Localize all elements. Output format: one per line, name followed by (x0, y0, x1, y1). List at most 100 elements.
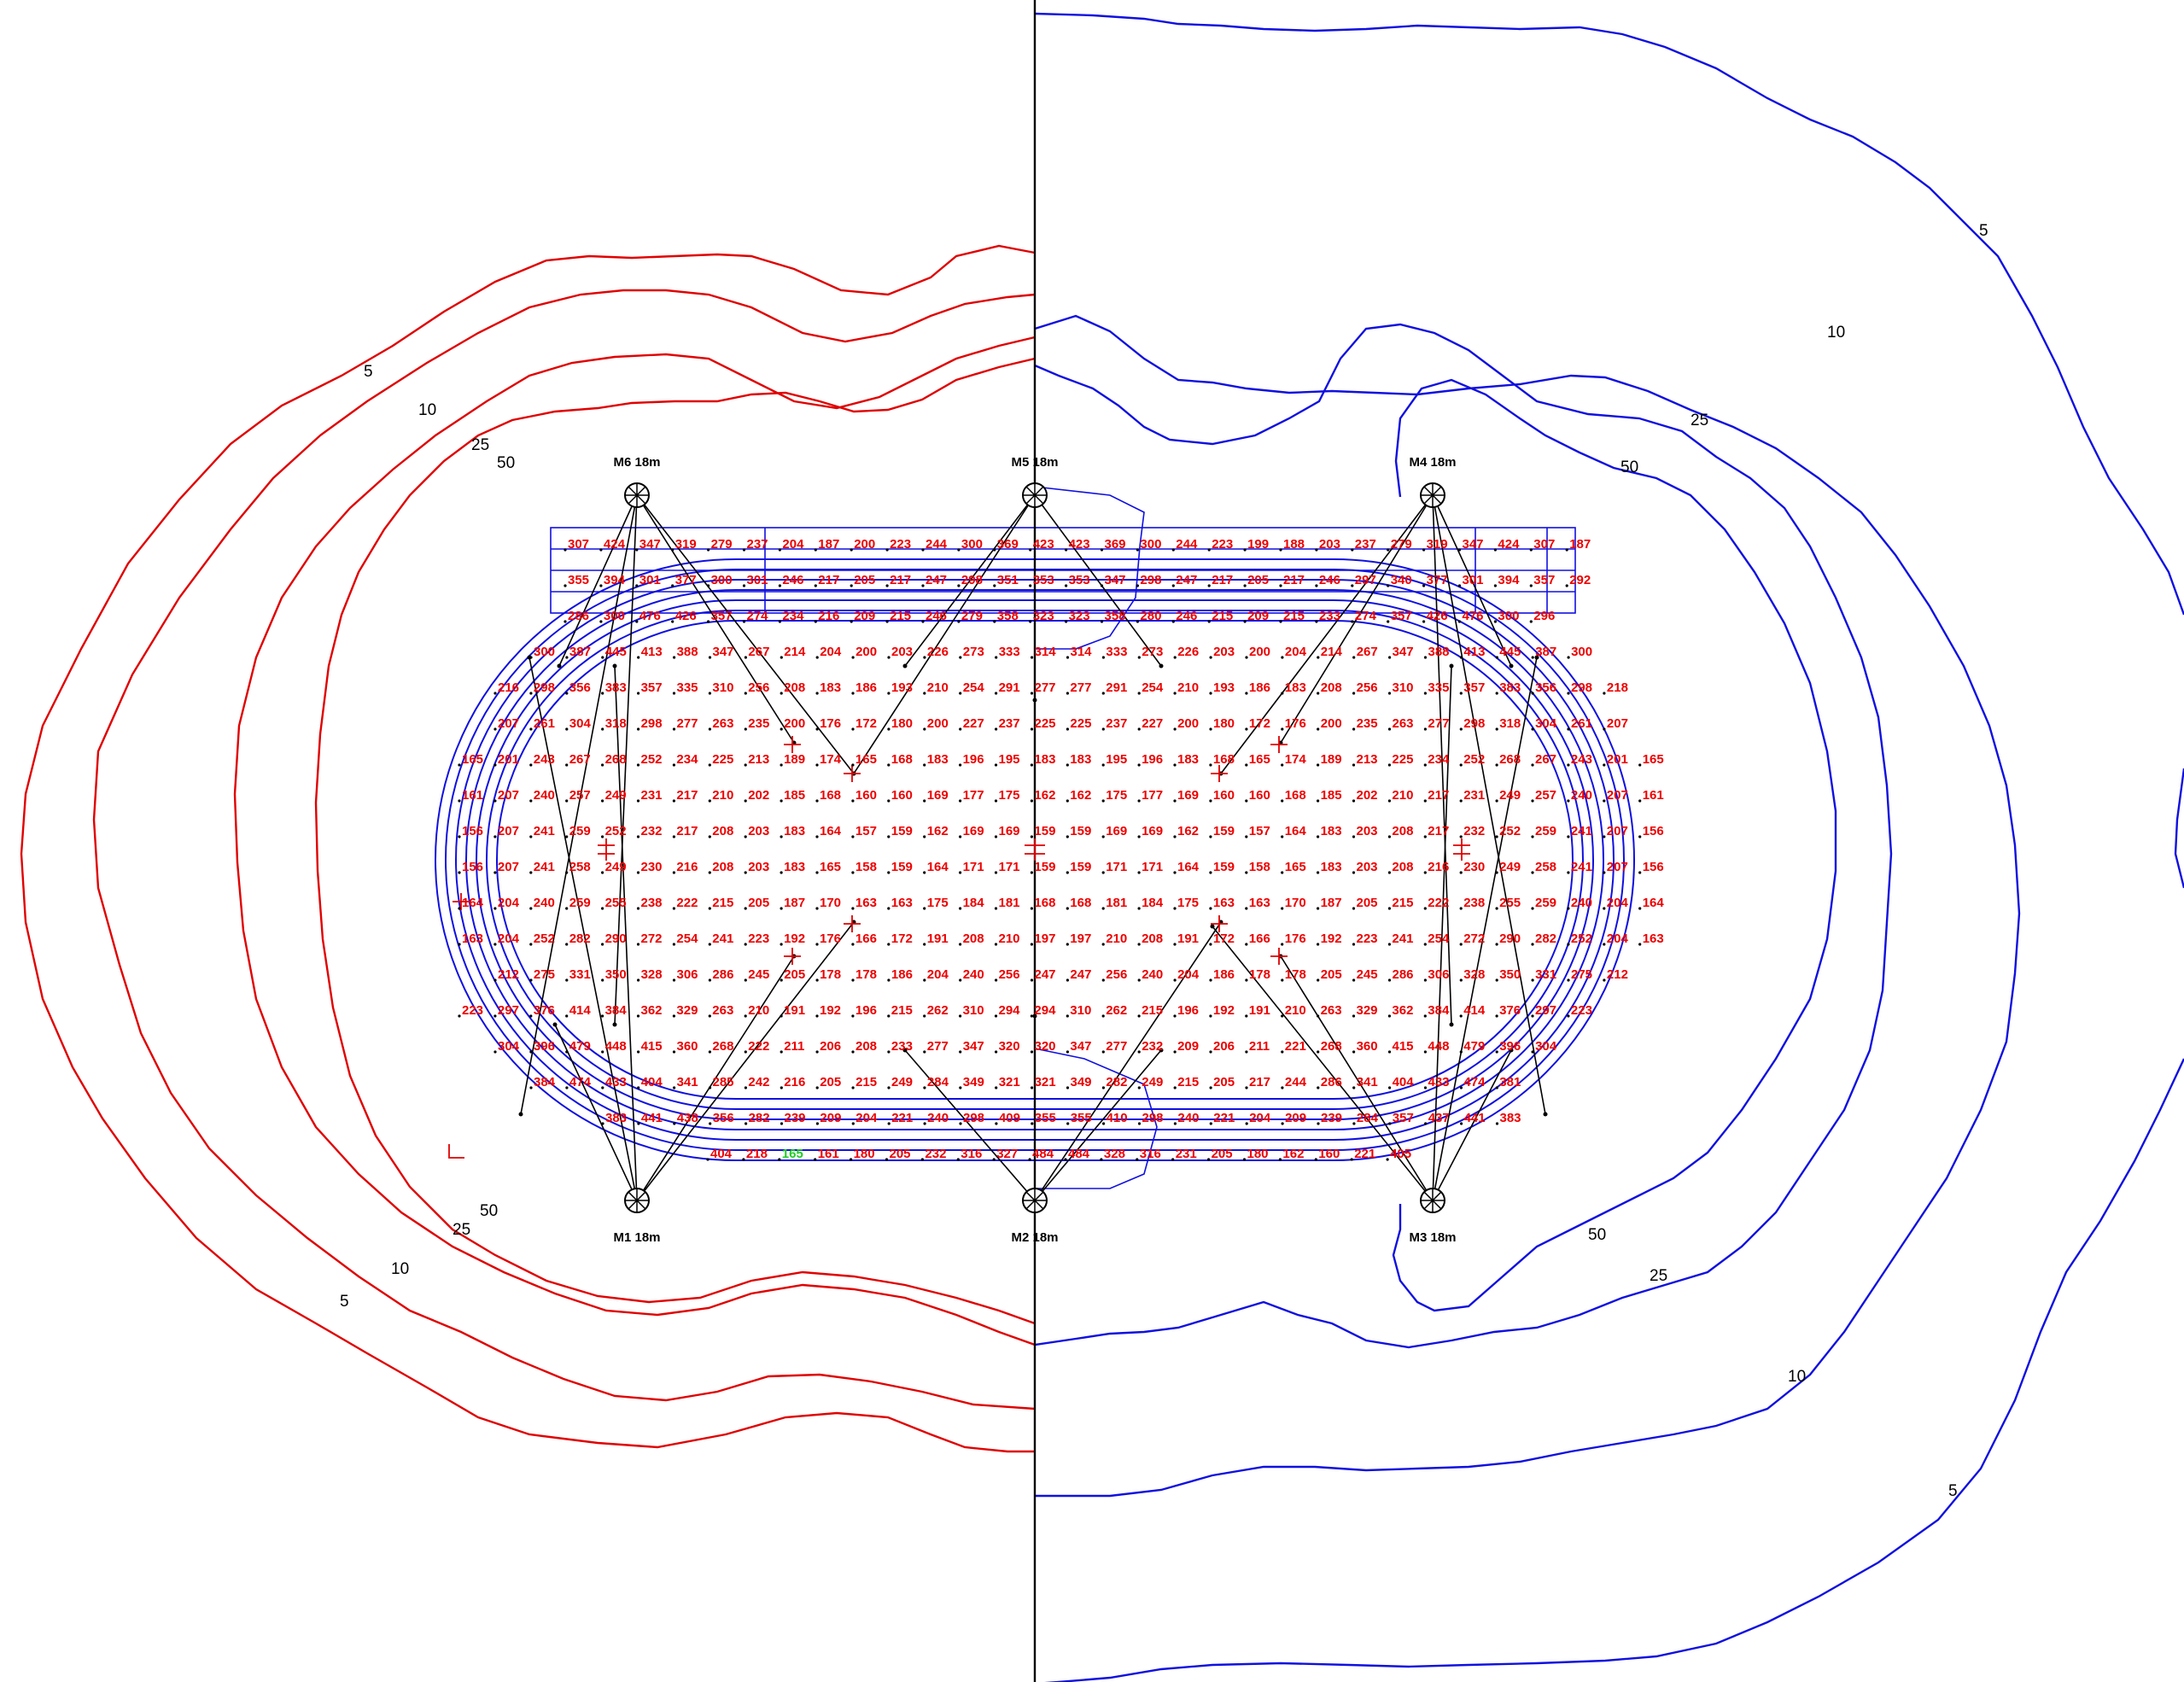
measure-point (529, 799, 533, 803)
illuminance-value: 195 (1106, 752, 1127, 767)
measure-point (601, 692, 604, 695)
measure-point (1567, 692, 1570, 695)
measure-point (565, 1050, 569, 1054)
illuminance-value: 259 (569, 896, 591, 910)
measure-point (744, 727, 747, 731)
illuminance-value: 272 (641, 932, 663, 946)
measure-point (672, 799, 676, 803)
measure-point (1423, 727, 1427, 731)
measure-point (493, 799, 497, 803)
illuminance-value: 156 (462, 860, 483, 874)
aiming-ray (636, 494, 855, 774)
aiming-ray (520, 494, 638, 1115)
measure-point (601, 907, 604, 910)
measure-point (1136, 620, 1139, 623)
illuminance-value: 249 (891, 1075, 913, 1089)
illuminance-value: 205 (854, 573, 875, 587)
illuminance-value: 178 (820, 967, 841, 982)
illuminance-value: 160 (855, 788, 877, 803)
measure-point (529, 871, 533, 874)
illuminance-value: 369 (997, 537, 1019, 552)
mast-m2: M2 18m (1011, 1188, 1059, 1245)
measure-point (887, 692, 891, 695)
measure-point (959, 907, 962, 910)
aiming-ray (1034, 921, 1222, 1201)
aiming-point (1159, 663, 1164, 669)
measure-point (1567, 1014, 1570, 1018)
illuminance-value: 263 (712, 1003, 733, 1018)
illuminance-value: 298 (961, 573, 983, 587)
illuminance-value: 208 (1392, 860, 1413, 874)
measure-point (993, 620, 996, 623)
measure-point (1245, 943, 1248, 946)
illuminance-value: 438 (677, 1111, 698, 1125)
measure-point (923, 1050, 926, 1054)
measure-point (1495, 1122, 1499, 1125)
isoline-right-5-edge (2174, 768, 2184, 889)
illuminance-value: 180 (1213, 716, 1235, 731)
illuminance-value: 204 (1607, 932, 1629, 946)
measure-point (637, 1050, 640, 1054)
measure-point (707, 584, 710, 587)
illuminance-value: 205 (1321, 967, 1342, 982)
illuminance-value: 257 (1535, 788, 1556, 803)
aiming-ray (904, 494, 1036, 667)
measure-point (708, 978, 712, 982)
illuminance-value: 240 (963, 967, 984, 982)
measure-point (529, 692, 533, 695)
measure-point (1209, 763, 1212, 767)
illuminance-value: 474 (569, 1075, 592, 1089)
illuminance-value: 394 (604, 573, 626, 587)
illuminance-value: 168 (1070, 896, 1091, 910)
aiming-ray (1432, 1049, 1512, 1201)
illuminance-value: 204 (927, 967, 949, 982)
isoline-right-25 (1034, 323, 1893, 1349)
measure-point (1137, 978, 1141, 982)
illuminance-value: 240 (1571, 896, 1592, 910)
measure-point (885, 584, 889, 587)
measure-point (636, 907, 640, 910)
measure-point (1352, 1050, 1356, 1054)
illuminance-value: 291 (1106, 680, 1127, 695)
illuminance-value: 196 (1177, 1003, 1199, 1018)
illuminance-value: 176 (820, 932, 841, 946)
measure-point (887, 943, 891, 946)
measure-point (1638, 763, 1642, 767)
illuminance-value: 200 (1177, 716, 1199, 731)
illuminance-value: 214 (1321, 645, 1343, 659)
illuminance-value: 433 (605, 1075, 627, 1089)
illuminance-value: 163 (1643, 932, 1664, 946)
illuminance-value: 217 (1428, 824, 1449, 838)
illuminance-value: 168 (820, 788, 841, 803)
illuminance-value: 273 (1142, 645, 1163, 659)
measure-point (1315, 584, 1318, 587)
measure-point (780, 1086, 783, 1089)
measure-point (1100, 548, 1104, 552)
illuminance-value: 267 (569, 752, 591, 767)
illuminance-value: 484 (1032, 1147, 1054, 1161)
isoline-label-left-bottom-5: 5 (340, 1293, 349, 1311)
isoline-label-right-5: 5 (1979, 222, 1988, 240)
illuminance-value: 300 (961, 537, 983, 552)
measure-point (1066, 727, 1069, 731)
illuminance-value: 200 (1249, 645, 1270, 659)
measure-point (815, 907, 819, 910)
illuminance-value: 172 (1249, 716, 1270, 731)
illuminance-value: 356 (713, 1111, 734, 1125)
measure-point (957, 620, 961, 623)
illuminance-value: 290 (605, 932, 627, 946)
measure-point (1495, 835, 1498, 838)
measure-point (1100, 584, 1104, 587)
measure-point (1493, 620, 1497, 623)
illuminance-value: 252 (605, 824, 627, 838)
illuminance-value: 479 (1463, 1039, 1485, 1054)
illuminance-value: 300 (711, 573, 733, 587)
measure-point (493, 1014, 497, 1018)
measure-point (529, 656, 533, 659)
measure-point (850, 620, 853, 623)
isoline-label-right-bottom-50: 50 (1588, 1226, 1606, 1244)
measure-point (1243, 584, 1247, 587)
measure-point (1423, 763, 1427, 767)
illuminance-value: 227 (1142, 716, 1163, 731)
illuminance-value: 187 (818, 537, 839, 552)
